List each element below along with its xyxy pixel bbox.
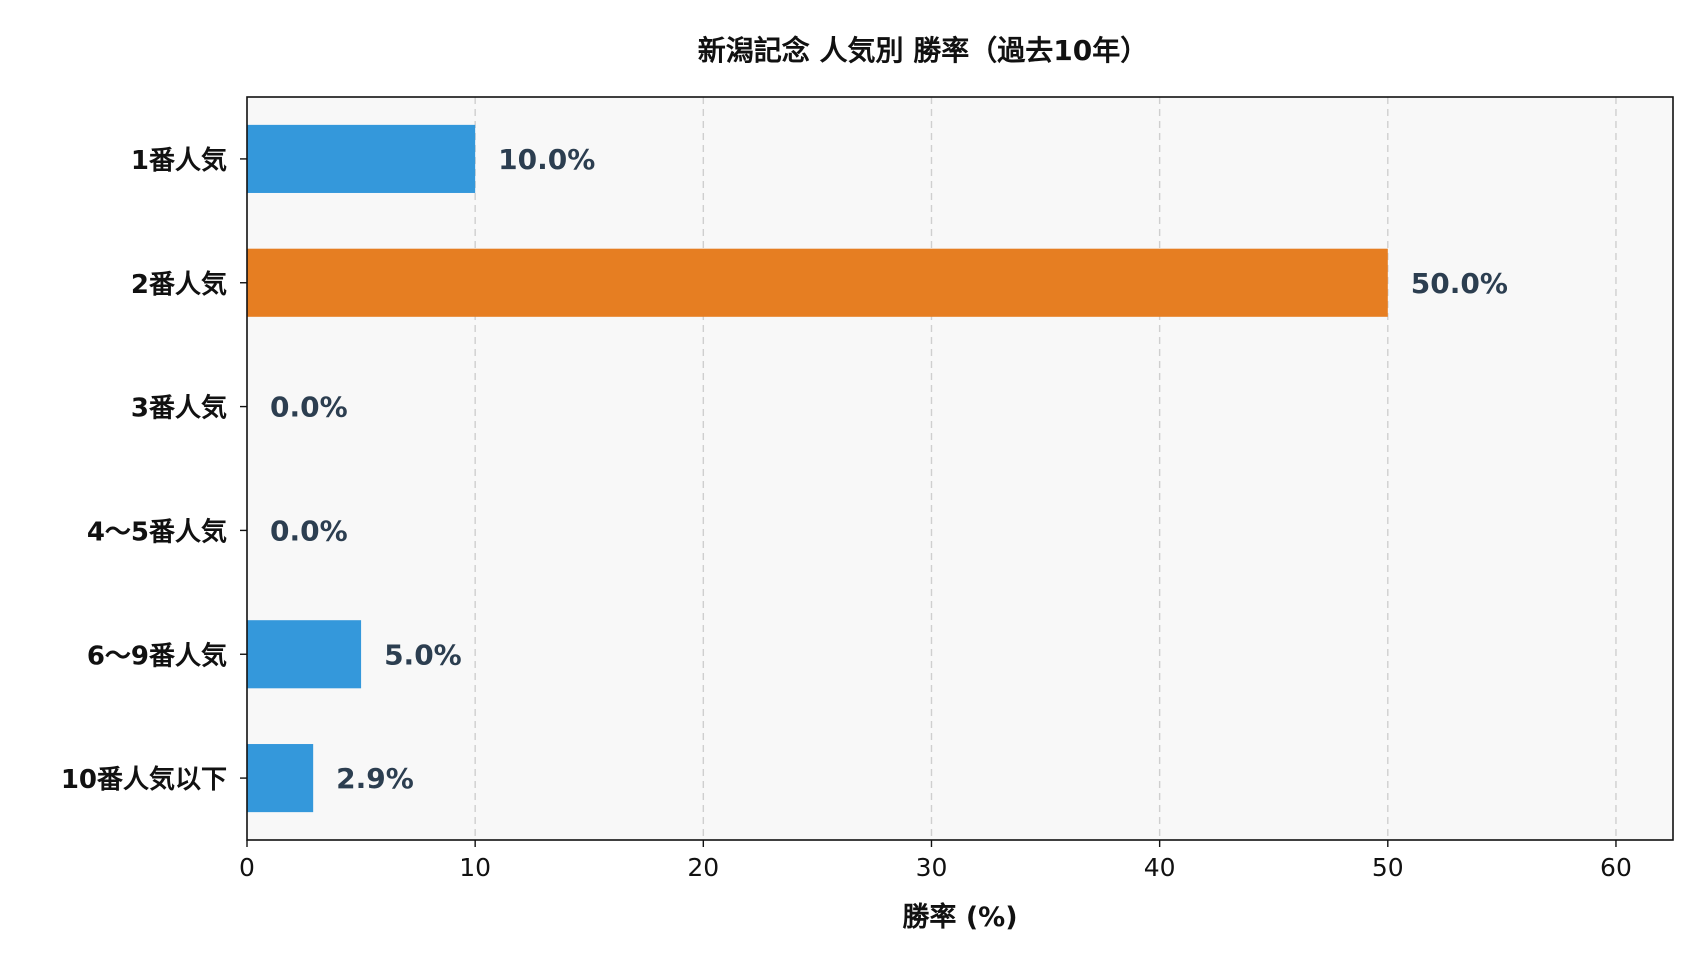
value-label: 0.0% [270, 514, 348, 547]
y-tick-label: 3番人気 [131, 393, 227, 424]
value-label: 50.0% [1411, 267, 1508, 300]
x-tick-label: 60 [1600, 853, 1632, 882]
y-tick-label: 2番人気 [131, 269, 227, 300]
x-tick-label: 30 [916, 853, 948, 882]
gridlines [474, 97, 1617, 840]
value-label: 2.9% [336, 762, 414, 795]
x-tick-label: 10 [459, 853, 491, 882]
plot-frame [246, 96, 1674, 841]
plot-area [247, 97, 1673, 840]
value-label: 5.0% [384, 638, 462, 671]
bar [247, 124, 476, 193]
x-tick-label: 20 [687, 853, 719, 882]
y-tick-label: 4〜5番人気 [87, 516, 227, 547]
x-tick-label: 0 [239, 853, 255, 882]
value-label: 0.0% [270, 391, 348, 424]
bar [247, 248, 1388, 317]
x-tick-label: 50 [1372, 853, 1404, 882]
x-axis-title: 勝率 (%) [902, 901, 1017, 933]
bars [247, 124, 1388, 813]
bar [247, 744, 314, 813]
y-tick-label: 6〜9番人気 [87, 640, 227, 671]
value-label: 10.0% [498, 143, 595, 176]
x-tick-label: 40 [1144, 853, 1176, 882]
y-tick-label: 1番人気 [131, 145, 227, 176]
chart-title: 新潟記念 人気別 勝率（過去10年） [698, 34, 1148, 67]
value-labels: 10.0% 50.0% 0.0% 0.0% 5.0% 2.9% [270, 143, 1508, 795]
x-axis: 0 10 20 30 40 50 60 [239, 840, 1632, 882]
y-tick-label: 10番人気以下 [61, 764, 227, 795]
y-axis: 1番人気 2番人気 3番人気 4〜5番人気 6〜9番人気 10番人気以下 [61, 145, 247, 795]
bar [247, 620, 362, 689]
